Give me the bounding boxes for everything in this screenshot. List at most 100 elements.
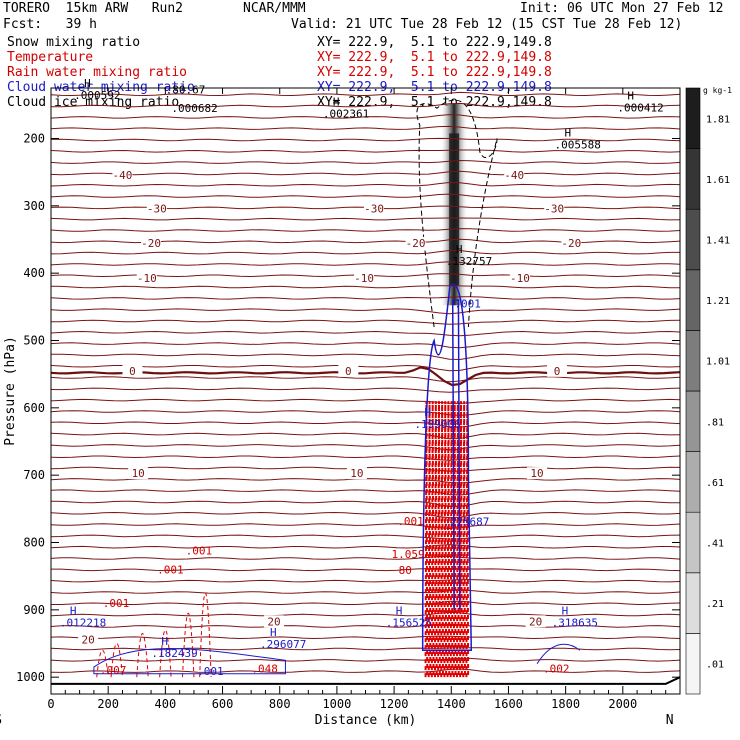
colorbar-segment [685,269,701,331]
isotherm-label-bg [405,236,426,249]
x-tick-label: 2000 [608,697,637,711]
extremum-letter: H [70,605,77,618]
extremum-value: .002 [543,662,570,675]
isotherm-line [50,668,681,673]
isotherm-line [50,330,681,337]
isotherm-line [50,285,681,289]
isotherm-line [50,137,681,142]
isotherm-line [50,623,681,628]
snow-core-shading [440,103,469,306]
extremum-value: .012218 [60,617,106,630]
y-tick-label: 400 [23,266,45,280]
rain-contour [446,401,451,678]
rain-contour [455,401,460,678]
isotherm-label-bg [141,236,162,249]
x-tick-label: 400 [155,697,177,711]
isotherm-line [50,261,681,266]
extremum-value: .005588 [554,139,600,152]
extremum-value: .001 [157,563,184,576]
ground-line [51,676,681,685]
isotherm-line [50,342,681,349]
y-tick-label: 300 [23,199,45,213]
isotherm-line [50,511,681,519]
isotherm-label-bg [354,271,375,284]
isotherm-label-bg [346,467,367,480]
snow-core-max [449,133,460,286]
x-axis-label: Distance (km) [315,713,417,728]
isotherm-label-bg [364,202,385,215]
field-xy-snow: XY= 222.9, 5.1 to 222.9,149.8 [317,35,552,50]
colorbar-segment [685,208,701,271]
isotherm-line [50,611,681,617]
y-tick-label: 1000 [16,670,45,684]
isotherm-line [50,149,681,153]
x-tick-label: 200 [97,697,119,711]
x-tick-label: 600 [212,697,234,711]
extremum-value: .007 [100,664,127,677]
isotherm-line [50,376,681,383]
rain-spike [182,612,195,678]
isotherm-label: 20 [82,633,95,646]
isotherm-label-bg [525,615,546,628]
extremum-value: .001 [197,665,224,678]
isotherm-line [50,534,681,540]
rain-contour [430,401,435,678]
extremum-value: .296077 [260,638,306,651]
extremum-value: .001 [397,515,424,528]
extremum-value: .199006 [414,418,460,431]
extremum-value: .182439 [151,647,197,660]
isotherm-line [50,455,681,461]
extremum-value: .000592 [74,89,120,102]
field-name-rain: Rain water mixing ratio [7,65,188,80]
north-label: N [666,713,674,728]
y-tick-label: 200 [23,132,45,146]
colorbar-tick-label: .01 [706,660,724,671]
x-tick-label: 800 [269,697,291,711]
cloud-ice-contour [416,99,498,328]
extremum-letter: H [564,127,571,140]
colorbar-segment [685,148,701,210]
isotherm-label: -40 [113,169,133,182]
y-tick-label: 500 [23,334,45,348]
isotherm-label-bg [264,615,285,628]
convective-core-contours [421,283,473,678]
isotherm-line [50,125,681,130]
extremum-value: .000682 [171,102,217,115]
y-tick-label: 900 [23,603,45,617]
extremum-value: .000412 [617,102,663,115]
field-name-temperature: Temperature [7,50,94,65]
extremum-value: .132757 [446,255,492,268]
isotherm-label: -30 [364,203,384,216]
isotherm-label-bg [122,364,143,377]
isotherm-line [50,102,681,108]
isotherm-label: 10 [530,467,543,480]
colorbar-unit: g kg-1 [703,86,732,95]
isotherm-line [50,387,681,393]
model-run-label: TORERO 15km ARW Run2 [3,1,184,16]
org-label: NCAR/MMM [243,1,306,16]
y-tick-label: 700 [23,468,45,482]
isotherm-line [50,193,681,198]
cloud-water-surface [93,647,286,675]
isotherm-label-bg [561,236,582,249]
y-axis-label: Pressure (hPa) [3,336,18,446]
isotherm-label-bg [112,168,133,181]
isotherm-line [50,478,681,484]
isotherm-line [50,489,681,496]
isotherm-line [50,91,681,97]
freezing-level-line [50,366,681,387]
isotherm-line [50,647,681,651]
rain-contour [440,401,444,678]
colorbar-segment [685,87,701,149]
extremum-value: .048 [251,662,278,675]
colorbar-segment [685,633,701,695]
isotherm-label: -40 [504,169,524,182]
valid-time-label: Valid: 21 UTC Tue 28 Feb 12 (15 CST Tue … [291,17,683,32]
isotherm-label: 0 [345,365,352,378]
isotherm-label-bg [509,271,530,284]
colorbar-tick-label: 1.21 [706,296,730,307]
isotherm-line [50,432,681,440]
isotherm-label-bg [544,202,565,215]
axes-frame [50,87,681,695]
